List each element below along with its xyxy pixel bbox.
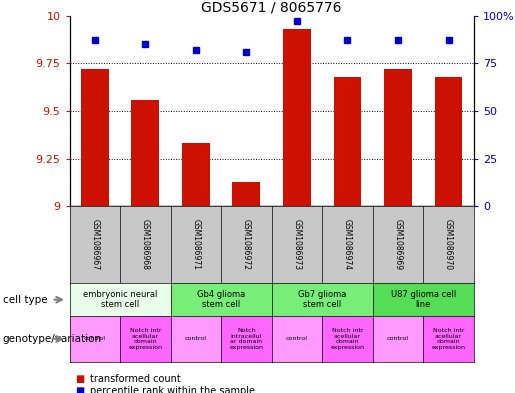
Text: percentile rank within the sample: percentile rank within the sample	[90, 386, 255, 393]
Text: genotype/variation: genotype/variation	[3, 334, 101, 344]
Title: GDS5671 / 8065776: GDS5671 / 8065776	[201, 0, 342, 15]
Bar	[384, 69, 412, 206]
Bar	[232, 182, 260, 206]
Text: Gb7 glioma
stem cell: Gb7 glioma stem cell	[298, 290, 347, 309]
Bar	[334, 77, 362, 206]
Text: ■: ■	[75, 374, 84, 384]
Text: control: control	[84, 336, 106, 342]
Bar	[131, 99, 159, 206]
Text: control: control	[387, 336, 409, 342]
Bar	[81, 69, 109, 206]
Bar	[435, 77, 462, 206]
Text: control: control	[286, 336, 308, 342]
Text: GSM1086971: GSM1086971	[192, 219, 200, 270]
Text: control: control	[185, 336, 207, 342]
Text: GSM1086970: GSM1086970	[444, 219, 453, 270]
Text: GSM1086973: GSM1086973	[293, 219, 301, 270]
Text: Notch intr
acellular
domain
expression: Notch intr acellular domain expression	[432, 328, 466, 350]
Text: GSM1086969: GSM1086969	[393, 219, 403, 270]
Text: Notch intr
acellular
domain
expression: Notch intr acellular domain expression	[128, 328, 162, 350]
Text: Notch
intracellul
ar domain
expression: Notch intracellul ar domain expression	[229, 328, 263, 350]
Text: transformed count: transformed count	[90, 374, 181, 384]
Text: GSM1086967: GSM1086967	[90, 219, 99, 270]
Text: Gb4 glioma
stem cell: Gb4 glioma stem cell	[197, 290, 245, 309]
Text: ■: ■	[75, 386, 84, 393]
Text: GSM1086974: GSM1086974	[343, 219, 352, 270]
Text: U87 glioma cell
line: U87 glioma cell line	[391, 290, 456, 309]
Text: GSM1086968: GSM1086968	[141, 219, 150, 270]
Bar	[283, 29, 311, 206]
Text: embryonic neural
stem cell: embryonic neural stem cell	[83, 290, 157, 309]
Text: cell type: cell type	[3, 295, 47, 305]
Bar	[182, 143, 210, 206]
Text: GSM1086972: GSM1086972	[242, 219, 251, 270]
Text: Notch intr
acellular
domain
expression: Notch intr acellular domain expression	[331, 328, 365, 350]
